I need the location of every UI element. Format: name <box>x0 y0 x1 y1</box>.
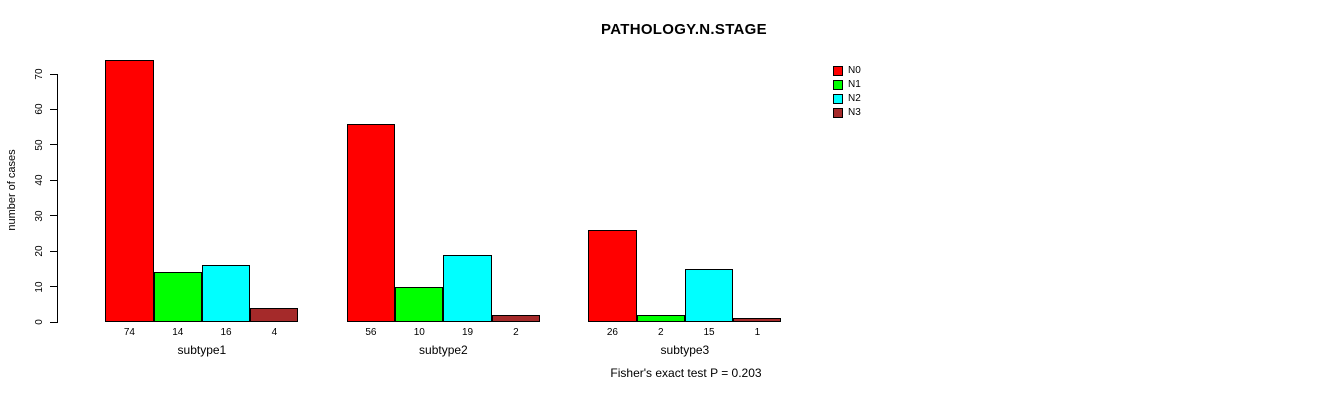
y-tick <box>50 179 57 181</box>
bar <box>395 286 444 322</box>
legend-swatch <box>833 80 843 90</box>
legend-label: N0 <box>848 65 861 76</box>
y-tick-label: 0 <box>34 319 45 325</box>
y-axis-line <box>57 74 58 323</box>
y-tick-label: 20 <box>34 245 45 257</box>
bar-value-label: 14 <box>172 327 184 338</box>
bar-value-label: 10 <box>413 327 425 338</box>
y-tick <box>50 250 57 252</box>
legend-swatch <box>833 108 843 118</box>
y-tick-label: 30 <box>34 210 45 222</box>
y-tick <box>50 144 57 146</box>
bar-value-label: 4 <box>271 327 278 338</box>
bar-value-label: 15 <box>703 327 715 338</box>
y-tick-label: 50 <box>34 139 45 151</box>
legend-swatch <box>833 94 843 104</box>
legend-row: N0 <box>833 64 861 78</box>
bar-value-label: 26 <box>606 327 618 338</box>
category-label: subtype3 <box>660 343 710 357</box>
bar <box>153 272 202 322</box>
category-label: subtype2 <box>419 343 468 357</box>
bar <box>636 314 685 322</box>
y-tick-label: 40 <box>34 174 45 186</box>
y-axis-title: number of cases <box>6 149 18 231</box>
bar <box>733 318 782 322</box>
legend-row: N3 <box>833 106 861 120</box>
y-tick <box>50 321 57 323</box>
y-tick-label: 10 <box>34 281 45 293</box>
bar <box>250 307 299 322</box>
y-tick-label: 60 <box>34 103 45 115</box>
legend-row: N1 <box>833 78 861 92</box>
y-tick <box>50 215 57 217</box>
bar-value-label: 19 <box>461 327 474 338</box>
bar-value-label: 2 <box>657 327 664 338</box>
y-tick <box>50 108 57 110</box>
y-tick <box>50 286 57 288</box>
bar <box>588 229 637 322</box>
bar <box>201 265 251 322</box>
bar-value-label: 56 <box>365 327 377 338</box>
fisher-test-annotation: Fisher's exact test P = 0.203 <box>610 366 762 380</box>
legend-label: N3 <box>848 107 861 118</box>
bar-value-label: 2 <box>513 327 519 338</box>
bar <box>684 268 734 322</box>
legend-label: N1 <box>848 79 861 90</box>
bar-value-label: 1 <box>754 327 761 338</box>
bar <box>443 254 492 322</box>
y-tick-label: 70 <box>34 68 45 80</box>
legend: N0 N1 N2 N3 <box>833 64 861 120</box>
bar <box>346 123 396 322</box>
bar <box>491 314 540 322</box>
legend-swatch <box>833 66 843 76</box>
bar-value-label: 74 <box>123 327 135 338</box>
legend-row: N2 <box>833 92 861 106</box>
legend-label: N2 <box>848 93 861 104</box>
y-tick <box>50 73 57 75</box>
bar <box>105 59 154 322</box>
chart-title: PATHOLOGY.N.STAGE <box>601 21 767 38</box>
category-label: subtype1 <box>177 343 227 357</box>
bar-value-label: 16 <box>220 327 232 338</box>
